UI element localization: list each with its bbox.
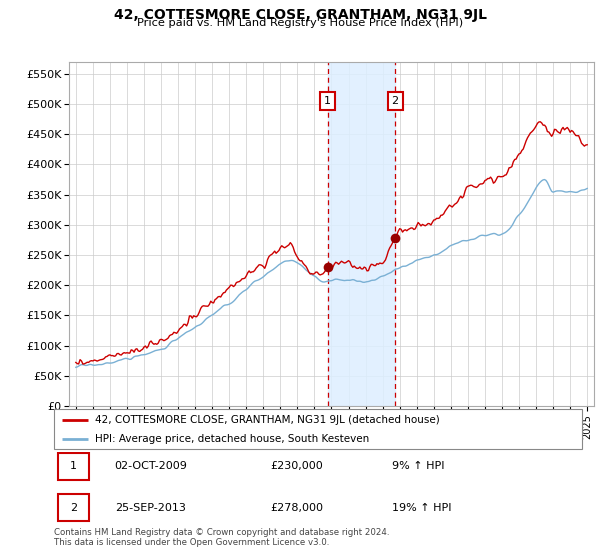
- Text: 42, COTTESMORE CLOSE, GRANTHAM, NG31 9JL (detached house): 42, COTTESMORE CLOSE, GRANTHAM, NG31 9JL…: [95, 415, 440, 425]
- FancyBboxPatch shape: [58, 452, 89, 480]
- Bar: [328, 62, 395, 406]
- Text: £230,000: £230,000: [271, 461, 323, 472]
- Text: HPI: Average price, detached house, South Kesteven: HPI: Average price, detached house, Sout…: [95, 433, 370, 444]
- Text: 9% ↑ HPI: 9% ↑ HPI: [392, 461, 445, 472]
- Text: Price paid vs. HM Land Registry's House Price Index (HPI): Price paid vs. HM Land Registry's House …: [137, 18, 463, 29]
- Text: 1: 1: [70, 461, 77, 472]
- Text: £278,000: £278,000: [271, 503, 323, 513]
- Text: 02-OCT-2009: 02-OCT-2009: [115, 461, 188, 472]
- Text: 2: 2: [392, 96, 398, 106]
- FancyBboxPatch shape: [54, 409, 582, 449]
- Text: 42, COTTESMORE CLOSE, GRANTHAM, NG31 9JL: 42, COTTESMORE CLOSE, GRANTHAM, NG31 9JL: [113, 8, 487, 22]
- Text: This data is licensed under the Open Government Licence v3.0.: This data is licensed under the Open Gov…: [54, 538, 329, 547]
- Text: 2: 2: [70, 503, 77, 513]
- Text: Contains HM Land Registry data © Crown copyright and database right 2024.: Contains HM Land Registry data © Crown c…: [54, 528, 389, 536]
- Text: 25-SEP-2013: 25-SEP-2013: [115, 503, 185, 513]
- Text: 19% ↑ HPI: 19% ↑ HPI: [392, 503, 451, 513]
- Text: 1: 1: [324, 96, 331, 106]
- FancyBboxPatch shape: [58, 494, 89, 521]
